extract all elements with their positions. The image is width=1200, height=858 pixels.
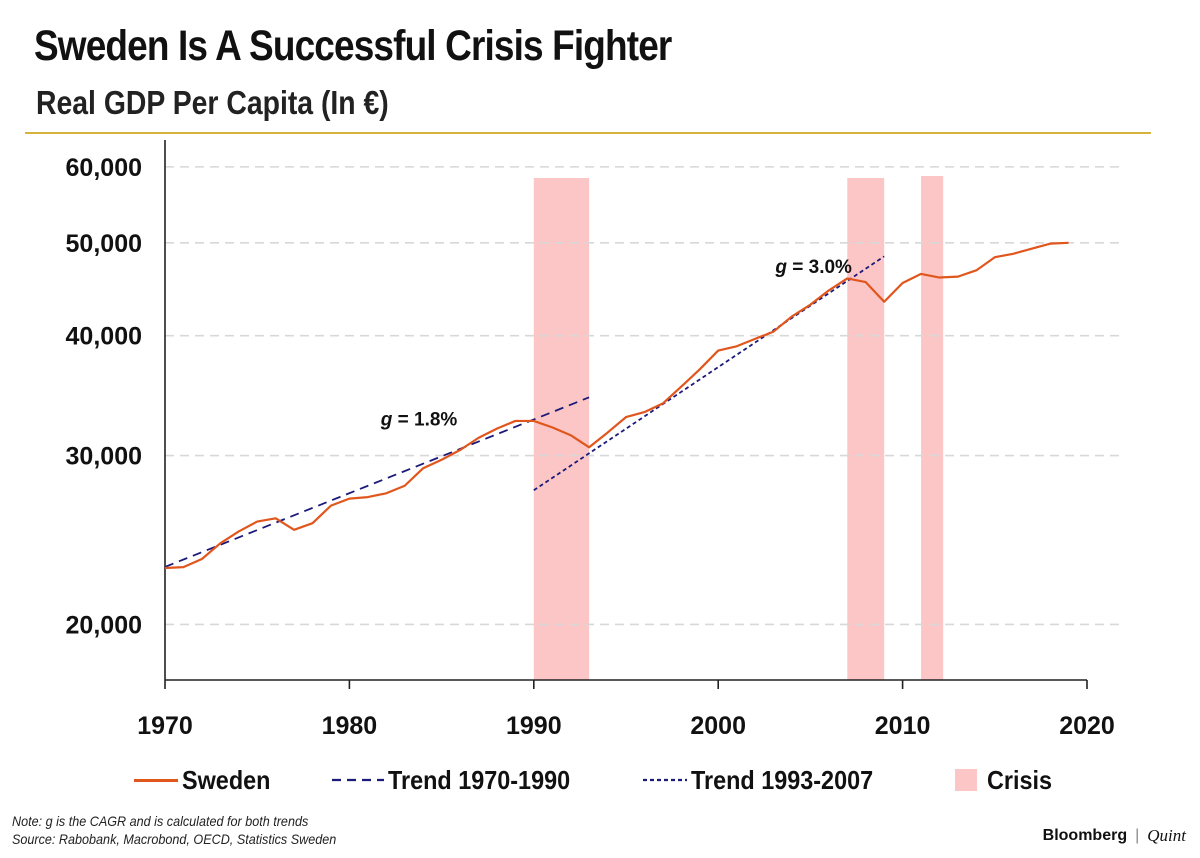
- x-tick-label: 2000: [690, 712, 746, 740]
- brand-bloomberg: Bloomberg: [1042, 827, 1128, 844]
- legend-item-sweden: Sweden: [134, 765, 280, 796]
- trend-line-1970-1990: [164, 396, 590, 568]
- legend-label-trend-1993-2007: Trend 1993-2007: [690, 764, 873, 795]
- cagr-annotation-1: g = 1.8%: [380, 409, 458, 430]
- title-divider: [25, 132, 1151, 134]
- footnote-note: Note: g is the CAGR and is calculated fo…: [12, 813, 309, 829]
- legend-swatch-sweden: [134, 778, 178, 782]
- legend-swatch-trend-1970-1990: [332, 778, 385, 782]
- cagr-annotation-2: g = 3.0%: [774, 257, 852, 278]
- x-tick-label: 1980: [322, 712, 378, 740]
- y-tick-label: 30,000: [66, 443, 142, 471]
- series-lines: [164, 241, 1069, 570]
- axes: [164, 140, 1088, 689]
- crisis-band-3: [921, 176, 944, 680]
- brand-separator: |: [1135, 827, 1140, 844]
- legend-item-crisis: Crisis: [954, 764, 1059, 796]
- legend-item-trend-1993-2007: Trend 1993-2007: [642, 764, 893, 796]
- x-tick-label: 1990: [506, 712, 562, 740]
- chart-title: Sweden Is A Successful Crisis Fighter: [34, 22, 672, 70]
- crisis-band-1: [533, 178, 590, 680]
- y-tick-label: 60,000: [66, 154, 142, 182]
- tick-labels: 20,000 30,000 40,000 50,000 60,000 1970 1980 19…: [66, 154, 1115, 740]
- brand-quint: Quint: [1147, 826, 1186, 845]
- legend-label-trend-1970-1990: Trend 1970-1990: [388, 764, 571, 795]
- annotations: g = 1.8% g = 3.0%: [380, 257, 852, 430]
- trend-line-1993-2007: [533, 255, 885, 492]
- chart-subtitle: Real GDP Per Capita (In €): [36, 84, 389, 121]
- y-tick-label: 50,000: [66, 230, 142, 258]
- legend-swatch-crisis: [954, 769, 977, 791]
- footnote: Note: g is the CAGR and is calculated fo…: [12, 812, 336, 848]
- gridlines: [165, 166, 1120, 626]
- x-tick-label: 1970: [137, 712, 193, 740]
- legend-label-crisis: Crisis: [986, 764, 1053, 795]
- crisis-bands: [533, 176, 944, 680]
- crisis-band-2: [847, 178, 885, 680]
- footnote-source: Source: Rabobank, Macrobond, OECD, Stati…: [12, 831, 337, 847]
- y-tick-label: 20,000: [66, 611, 142, 639]
- brand-logo: Bloomberg | Quint: [1043, 826, 1186, 846]
- legend: Sweden Trend 1970-1990 Trend 1993-2007 C…: [134, 760, 1111, 800]
- y-tick-label: 40,000: [66, 323, 142, 351]
- x-tick-label: 2020: [1059, 712, 1115, 740]
- legend-swatch-trend-1993-2007: [642, 778, 687, 782]
- x-tick-label: 2010: [875, 712, 931, 740]
- legend-label-sweden: Sweden: [182, 764, 271, 795]
- legend-item-trend-1970-1990: Trend 1970-1990: [332, 765, 590, 796]
- sweden-line: [164, 241, 1069, 570]
